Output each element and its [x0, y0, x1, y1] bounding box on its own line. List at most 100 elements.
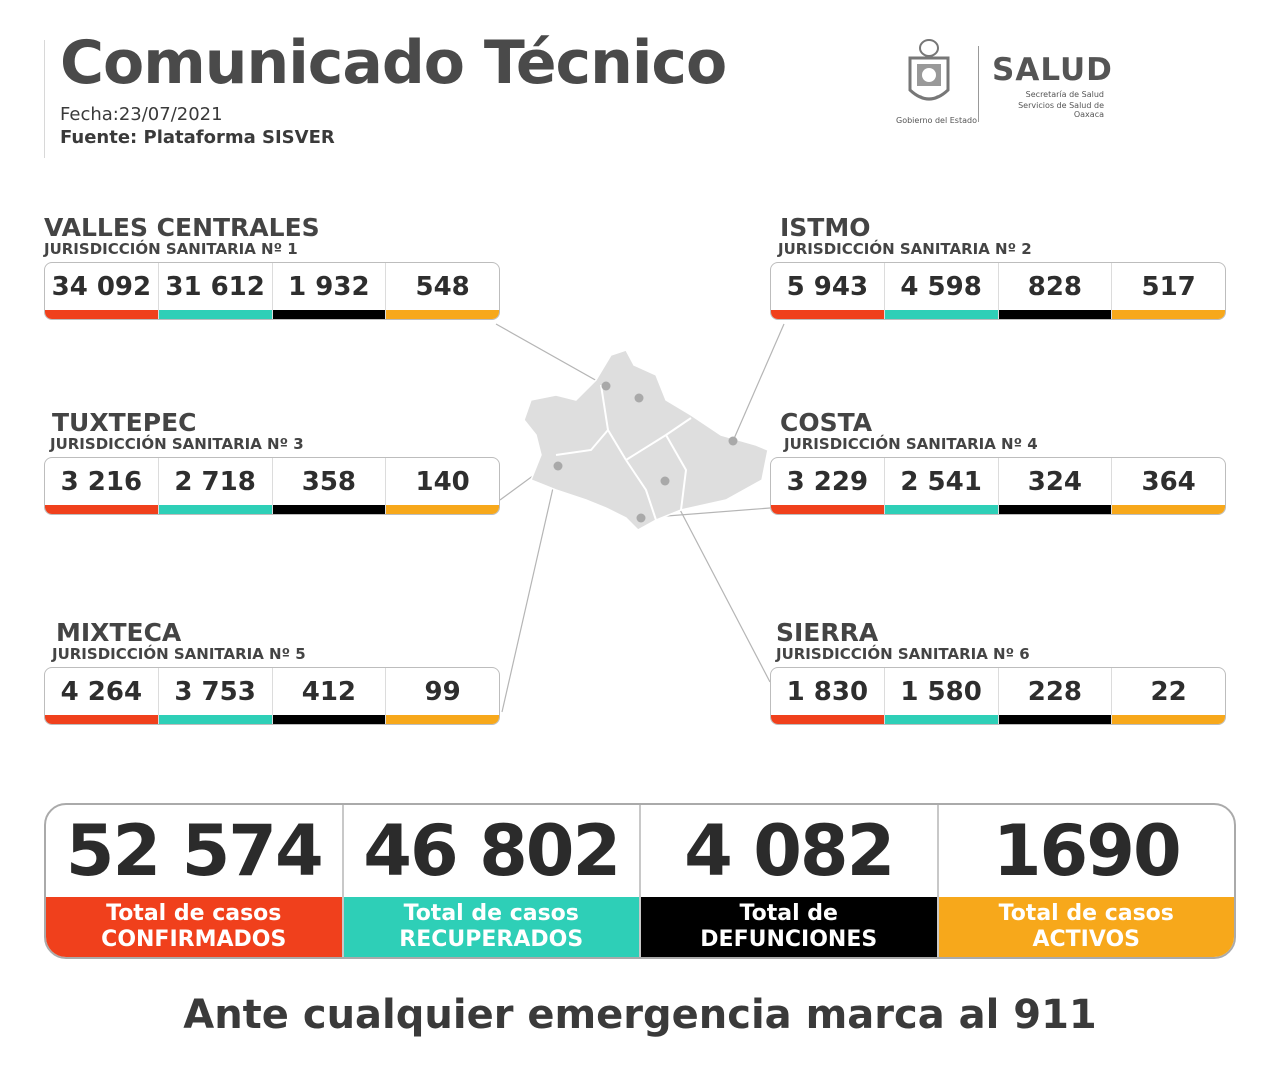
region-stats: 5 943 4 598 828 517	[770, 262, 1226, 320]
stat-defunciones: 324	[998, 458, 1113, 514]
region-name: TUXTEPEC	[52, 408, 197, 437]
stat-value: 22	[1150, 676, 1187, 707]
stat-value: 358	[301, 466, 357, 497]
stat-value: 517	[1141, 271, 1196, 302]
region-stats: 3 216 2 718 358 140	[44, 457, 500, 515]
color-bar	[158, 505, 272, 514]
total-value: 4 082	[684, 810, 895, 892]
total-value: 1690	[992, 810, 1182, 892]
emergency-footer: Ante cualquier emergencia marca al 911	[183, 992, 1097, 1038]
stat-activos: 364	[1112, 458, 1225, 514]
stat-value: 1 830	[786, 676, 869, 707]
stat-recuperados: 4 598	[884, 263, 999, 319]
stat-value: 3 753	[174, 676, 256, 707]
stat-value: 34 092	[51, 271, 152, 302]
stat-value: 4 598	[900, 271, 982, 302]
color-bar	[45, 505, 158, 514]
state-emblem-icon	[908, 39, 950, 101]
region-name: COSTA	[780, 408, 873, 437]
stat-value: 5 943	[786, 271, 869, 302]
stat-value: 324	[1027, 466, 1083, 497]
region-jurisdiction: JURISDICCIÓN SANITARIA Nº 6	[776, 645, 1030, 663]
stat-value: 4 264	[60, 676, 143, 707]
region-jurisdiction: JURISDICCIÓN SANITARIA Nº 1	[44, 240, 298, 258]
stat-confirmados: 3 229	[771, 458, 885, 514]
total-label-line1: Total de casos	[106, 901, 282, 926]
stat-activos: 517	[1112, 263, 1225, 319]
color-bar	[272, 715, 386, 724]
salud-logo: Gobierno del Estado SALUD Secretaría de …	[896, 38, 1116, 130]
oaxaca-map-icon	[523, 349, 769, 531]
total-label-line2: ACTIVOS	[1032, 927, 1141, 952]
color-bar	[386, 310, 499, 319]
total-recuperados: 46 802 Total de casos RECUPERADOS	[343, 805, 641, 957]
total-confirmados: 52 574 Total de casos CONFIRMADOS	[46, 805, 344, 957]
region-valles-centrales: VALLES CENTRALES JURISDICCIÓN SANITARIA …	[44, 215, 500, 320]
stat-recuperados: 31 612	[158, 263, 273, 319]
color-bar	[998, 310, 1112, 319]
logo-divider	[978, 46, 979, 122]
total-label-line2: RECUPERADOS	[399, 927, 584, 952]
stat-recuperados: 3 753	[158, 668, 273, 724]
stat-recuperados: 2 718	[158, 458, 273, 514]
color-bar	[45, 310, 158, 319]
salud-subtitle-2: Servicios de Salud de Oaxaca	[1018, 101, 1104, 119]
color-bar	[272, 505, 386, 514]
total-label: Total de casos RECUPERADOS	[343, 897, 639, 957]
stat-value: 3 216	[60, 466, 143, 497]
stat-activos: 548	[386, 263, 499, 319]
color-bar	[1112, 310, 1225, 319]
stat-defunciones: 1 932	[272, 263, 387, 319]
stat-value: 2 541	[900, 466, 982, 497]
region-stats: 1 830 1 580 228 22	[770, 667, 1226, 725]
total-value: 52 574	[65, 810, 324, 892]
totals-panel: 52 574 Total de casos CONFIRMADOS 46 802…	[44, 803, 1236, 959]
stat-recuperados: 1 580	[884, 668, 999, 724]
total-label: Total de casos ACTIVOS	[938, 897, 1234, 957]
region-name: ISTMO	[780, 213, 871, 242]
header-divider	[44, 40, 45, 158]
region-jurisdiction: JURISDICCIÓN SANITARIA Nº 3	[50, 435, 304, 453]
total-label-line1: Total de casos	[403, 901, 579, 926]
region-mixteca: MIXTECA JURISDICCIÓN SANITARIA Nº 5 4 26…	[44, 620, 500, 725]
stat-value: 1 580	[900, 676, 982, 707]
stat-value: 31 612	[165, 271, 265, 302]
gobierno-label: Gobierno del Estado	[896, 116, 977, 125]
stat-defunciones: 828	[998, 263, 1113, 319]
stat-confirmados: 34 092	[45, 263, 159, 319]
color-bar	[158, 310, 272, 319]
total-label: Total de DEFUNCIONES	[641, 897, 937, 957]
region-jurisdiction: JURISDICCIÓN SANITARIA Nº 2	[778, 240, 1032, 258]
region-istmo: ISTMO JURISDICCIÓN SANITARIA Nº 2 5 943 …	[770, 215, 1226, 320]
salud-subtitle-1: Secretaría de Salud	[1025, 90, 1104, 99]
color-bar	[386, 715, 499, 724]
stat-activos: 140	[386, 458, 499, 514]
total-value: 46 802	[363, 810, 621, 892]
stat-value: 3 229	[786, 466, 869, 497]
total-defunciones: 4 082 Total de DEFUNCIONES	[641, 805, 939, 957]
stat-confirmados: 5 943	[771, 263, 885, 319]
color-bar	[771, 715, 884, 724]
stat-value: 2 718	[174, 466, 256, 497]
stat-recuperados: 2 541	[884, 458, 999, 514]
stat-value: 364	[1141, 466, 1196, 497]
color-bar	[884, 310, 998, 319]
color-bar	[998, 715, 1112, 724]
report-date: Fecha:23/07/2021	[60, 104, 223, 125]
color-bar	[884, 505, 998, 514]
region-tuxtepec: TUXTEPEC JURISDICCIÓN SANITARIA Nº 3 3 2…	[44, 410, 500, 515]
stat-activos: 22	[1112, 668, 1225, 724]
color-bar	[998, 505, 1112, 514]
stat-confirmados: 1 830	[771, 668, 885, 724]
salud-wordmark: SALUD	[992, 52, 1113, 88]
stat-value: 828	[1027, 271, 1083, 302]
stat-value: 99	[424, 676, 461, 707]
stat-confirmados: 3 216	[45, 458, 159, 514]
color-bar	[1112, 505, 1225, 514]
region-stats: 3 229 2 541 324 364	[770, 457, 1226, 515]
total-activos: 1690 Total de casos ACTIVOS	[938, 805, 1234, 957]
color-bar	[272, 310, 386, 319]
color-bar	[158, 715, 272, 724]
color-bar	[386, 505, 499, 514]
stat-value: 1 932	[288, 271, 370, 302]
